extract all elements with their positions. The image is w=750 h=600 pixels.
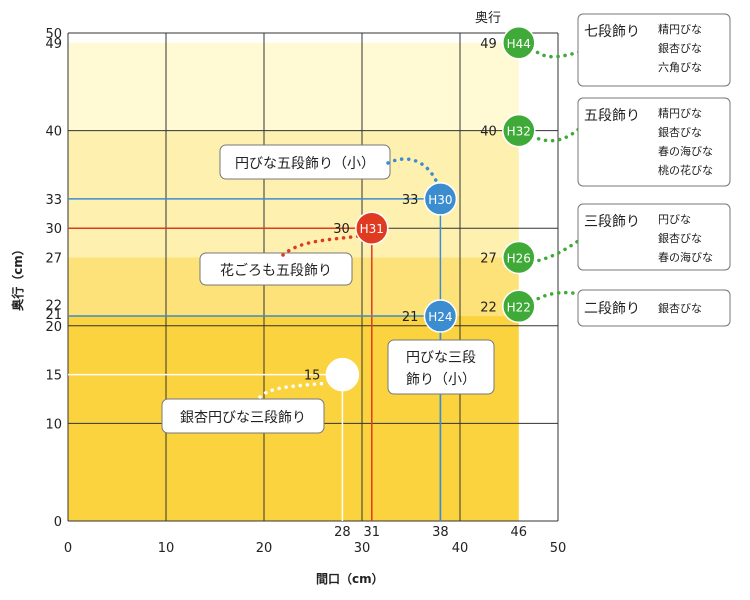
x-tick-label: 40 (452, 541, 469, 556)
marker-H44 (502, 26, 536, 60)
connector-H17 (258, 381, 330, 399)
product-box-name: 三段飾り (584, 214, 640, 230)
marker-H31 (355, 211, 389, 245)
marker-value-H26: 27 (480, 251, 497, 266)
callout-text-H24-line1: 円びな三段 (406, 350, 476, 366)
marker-value-H44: 49 (480, 37, 497, 52)
chart-grid (67, 32, 559, 522)
x-axis-title: 間口（cm） (316, 571, 384, 586)
right-axis-title: 奥行 (475, 11, 501, 26)
marker-H24 (423, 299, 458, 333)
marker-label-H30: H30 (428, 193, 452, 207)
callout-box-H24 (387, 339, 495, 395)
y-tick-label: 0 (54, 515, 62, 530)
marker-H22 (502, 289, 536, 324)
callouts: 円びな五段飾り（小） 花ごろも五段飾り 円びな三段 飾り（小） 銀杏円びな三段飾… (161, 46, 590, 434)
product-box-item: 精円びな (658, 107, 702, 120)
product-box-name: 二段飾り (584, 301, 640, 317)
marker-value-H30: 33 (402, 193, 419, 208)
product-box-item: 精円びな (658, 23, 702, 36)
callout-text-H30: 円びな五段飾り（小） (235, 156, 375, 172)
product-box-item: 桃の花びな (658, 163, 713, 177)
product-box-frame (577, 97, 731, 187)
product-box-item: 銀杏びな (658, 41, 702, 55)
marker-label-H31: H31 (360, 222, 384, 236)
marker-value-H22: 22 (480, 300, 497, 315)
callout-text-H31: 花ごろも五段飾り (220, 263, 332, 279)
x-tick-label: 0 (64, 541, 72, 556)
x-tick-label: 10 (158, 541, 175, 556)
product-box-item: 銀杏びな (658, 231, 702, 245)
callout-box-H31 (199, 252, 353, 286)
product-box-frame (577, 203, 731, 271)
y-tick-label: 20 (45, 320, 62, 335)
y-tick-label: 21 (45, 308, 62, 323)
product-boxes: 七段飾り 精円びな 銀杏びな 六角びな 五段飾り 精円びな 銀杏びな 春の海びな… (577, 13, 731, 327)
product-box-item: 春の海びな (658, 144, 713, 158)
marker-H17 (325, 357, 360, 392)
marker-value-H32: 40 (480, 125, 497, 140)
product-box-item: 銀杏びな (658, 301, 702, 315)
product-box-H44: 七段飾り 精円びな 銀杏びな 六角びな (577, 13, 731, 87)
marker-value-H17: 15 (304, 369, 321, 384)
marker-label-H22: H22 (507, 300, 531, 314)
callout-box-H30 (219, 144, 391, 180)
marker-label-H44: H44 (507, 37, 531, 51)
connector-H31 (281, 234, 362, 257)
x-value-label: 46 (511, 525, 528, 540)
callout-text-H24-line2: 飾り（小） (406, 372, 476, 388)
x-tick-label: 20 (256, 541, 273, 556)
marker-value-H24: 21 (402, 310, 419, 325)
x-tick-label: 50 (550, 541, 567, 556)
y-tick-label: 27 (45, 251, 62, 266)
y-tick-label: 22 (45, 298, 62, 313)
product-box-item: 春の海びな (658, 250, 713, 264)
band (68, 42, 519, 131)
marker-H30 (423, 182, 458, 216)
x-value-label: 28 (334, 525, 351, 540)
marker-label-H32: H32 (507, 125, 531, 139)
y-axis-title: 奥行（cm） (10, 243, 25, 311)
connector-H30 (386, 157, 440, 187)
y-tick-label: 15 (45, 369, 62, 384)
y-tick-label: 40 (45, 125, 62, 140)
y-tick-label: 33 (45, 193, 62, 208)
callout-text-H17: 銀杏円びな三段飾り (180, 410, 306, 426)
marker-label-H24: H24 (428, 310, 452, 324)
y-tick-label: 10 (45, 417, 62, 432)
marker-value-H31: 30 (333, 222, 350, 237)
y-tick-label: 49 (45, 37, 62, 52)
product-box-name: 五段飾り (584, 108, 640, 124)
callout-box-H17 (161, 398, 325, 434)
x-tick-label: 30 (354, 541, 371, 556)
product-box-H32: 五段飾り 精円びな 銀杏びな 春の海びな 桃の花びな (577, 97, 731, 187)
product-box-item: 銀杏びな (658, 125, 702, 139)
marker-H32 (502, 113, 536, 148)
marker-H26 (502, 240, 536, 275)
marker-label-H26: H26 (507, 251, 531, 265)
product-box-item: 円びな (658, 213, 691, 226)
connector-H44 (530, 46, 590, 59)
product-box-name: 七段飾り (584, 24, 640, 40)
connector-H22 (530, 290, 590, 304)
x-value-label: 31 (364, 525, 381, 540)
marker-label-H17: H17 (330, 369, 354, 383)
product-box-H26: 三段飾り 円びな 銀杏びな 春の海びな (577, 203, 731, 271)
markers: H17 15 H31 30 H30 33 H24 21 H44 49 H32 40 H26 27 H22 22 (304, 26, 536, 392)
y-tick-label: 50 (45, 27, 62, 42)
product-box-frame (577, 13, 731, 87)
y-tick-label: 30 (45, 222, 62, 237)
product-box-item: 六角びな (658, 61, 702, 74)
product-box-H22: 二段飾り 銀杏びな (577, 289, 731, 327)
product-box-frame (577, 289, 731, 327)
x-value-label: 38 (432, 525, 449, 540)
